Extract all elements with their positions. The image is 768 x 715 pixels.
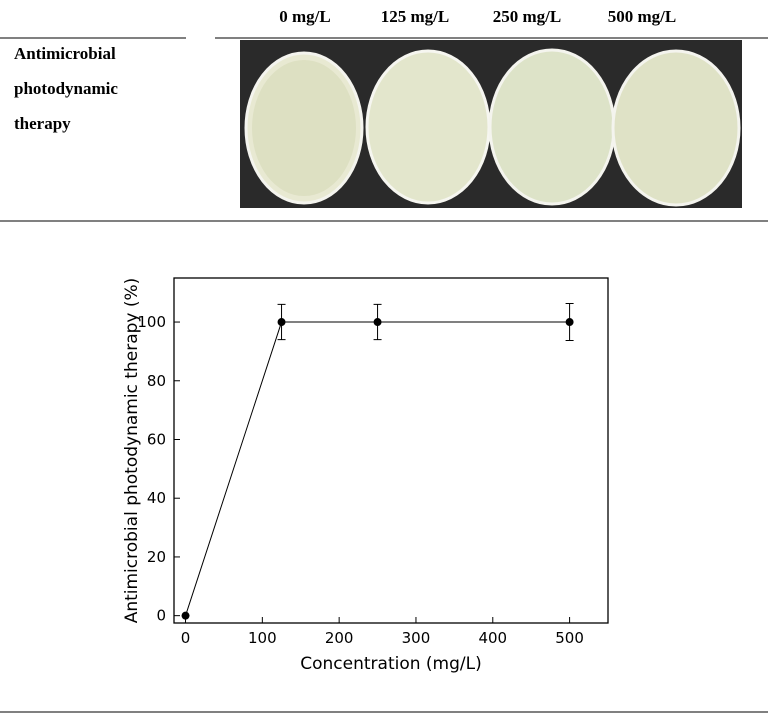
x-tick-label: 0: [181, 629, 191, 647]
x-tick-label: 500: [555, 629, 584, 647]
x-tick-label: 200: [325, 629, 354, 647]
data-point: [277, 318, 286, 327]
y-tick-label: 0: [156, 607, 166, 625]
data-point: [373, 318, 382, 327]
column-header: 250 mg/L: [493, 7, 561, 26]
series-line: [185, 321, 570, 616]
plot-frame: [173, 277, 609, 624]
x-tick-label: 300: [402, 629, 431, 647]
data-point: [565, 318, 574, 327]
plate-photo: [240, 40, 742, 208]
column-header: 0 mg/L: [279, 7, 330, 26]
y-tick-label: 60: [147, 430, 166, 448]
y-tick-label: 80: [147, 372, 166, 390]
y-axis-label: Antimicrobial photodynamic therapy (%): [122, 278, 142, 624]
y-tick-label: 100: [137, 313, 166, 331]
column-header: 125 mg/L: [381, 7, 449, 26]
x-axis-label: Concentration (mg/L): [300, 654, 481, 674]
x-tick-label: 100: [248, 629, 277, 647]
y-tick-label: 20: [147, 548, 166, 566]
x-tick-label: 400: [478, 629, 507, 647]
data-point: [181, 611, 190, 620]
row-label: Antimicrobial photodynamic therapy: [14, 44, 118, 133]
y-tick-label: 40: [147, 489, 166, 507]
column-header: 500 mg/L: [608, 7, 676, 26]
